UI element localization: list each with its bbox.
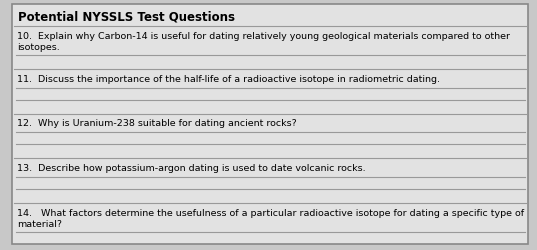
Text: 12.  Why is Uranium-238 suitable for dating ancient rocks?: 12. Why is Uranium-238 suitable for dati… [17, 120, 297, 128]
Text: 10.  Explain why Carbon-14 is useful for dating relatively young geological mate: 10. Explain why Carbon-14 is useful for … [17, 32, 510, 52]
Text: 14.   What factors determine the usefulness of a particular radioactive isotope : 14. What factors determine the usefulnes… [17, 208, 524, 229]
Text: Potential NYSSLS Test Questions: Potential NYSSLS Test Questions [18, 10, 235, 23]
Text: 11.  Discuss the importance of the half-life of a radioactive isotope in radiome: 11. Discuss the importance of the half-l… [17, 75, 440, 84]
Text: 13.  Describe how potassium-argon dating is used to date volcanic rocks.: 13. Describe how potassium-argon dating … [17, 164, 366, 173]
